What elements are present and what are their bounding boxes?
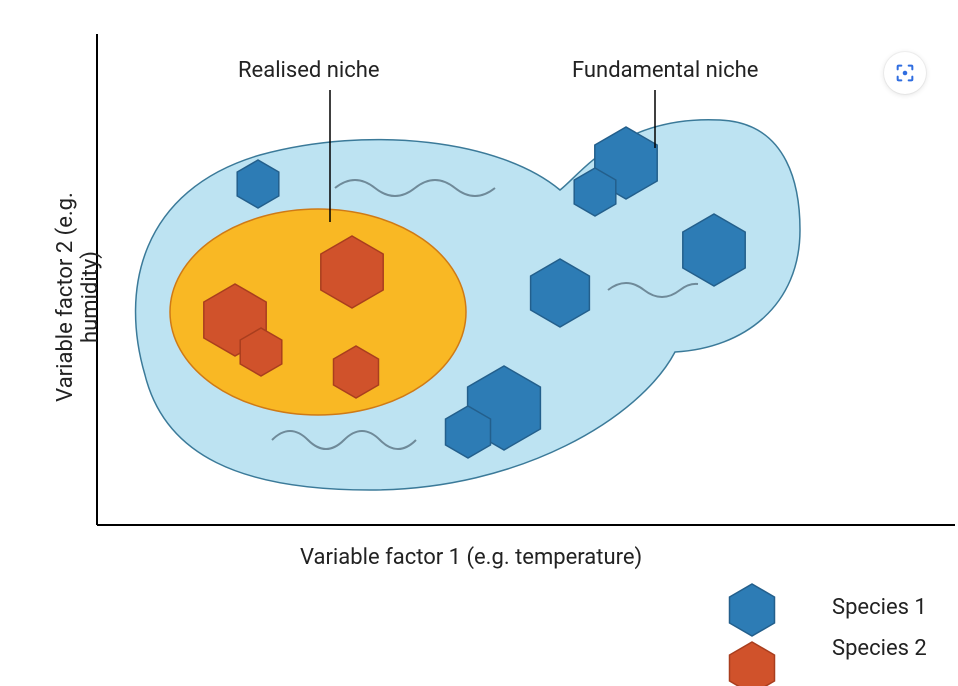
realised-niche-label: Realised niche [238, 58, 380, 83]
legend-row-species1: Species 1 [770, 595, 958, 620]
legend: Species 1 Species 2 [770, 595, 958, 677]
x-axis-label: Variable factor 1 (e.g. temperature) [300, 545, 642, 570]
niche-diagram [0, 0, 958, 686]
legend-label-species2: Species 2 [832, 636, 927, 661]
legend-label-species1: Species 1 [832, 595, 927, 620]
diagram-frame: Variable factor 2 (e.g. humidity) Variab… [0, 0, 958, 686]
y-axis-label: Variable factor 2 (e.g. humidity) [53, 147, 103, 447]
scan-button[interactable] [884, 52, 926, 94]
legend-species1-icon [730, 584, 775, 636]
fundamental-niche-label: Fundamental niche [572, 58, 758, 83]
legend-hex-icon [730, 584, 775, 636]
legend-hex-icon [730, 642, 775, 686]
scan-icon [894, 62, 916, 84]
legend-row-species2: Species 2 [770, 636, 958, 661]
legend-species2-icon [730, 642, 775, 686]
